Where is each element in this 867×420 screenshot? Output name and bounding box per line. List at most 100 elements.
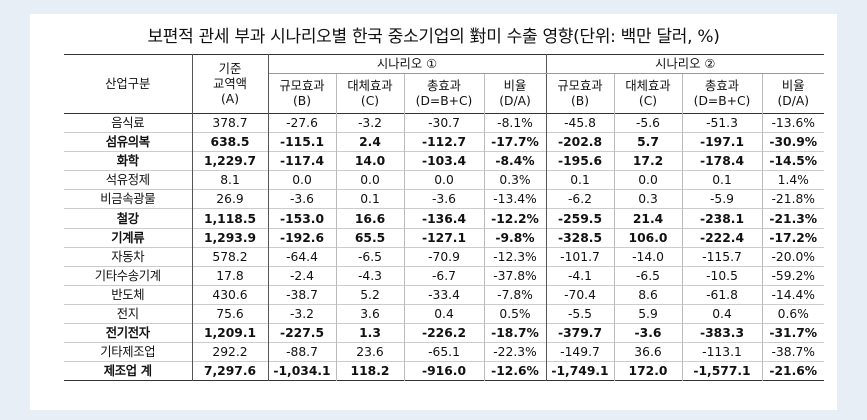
header-industry: 산업구분 — [64, 54, 193, 114]
s2-ratio-cell: -38.7% — [771, 345, 815, 360]
base-trade-cell: 17.8 — [192, 266, 269, 286]
s1-subst-cell: -4.3 — [336, 266, 405, 286]
s1-ratio-cell: -13.4% — [484, 189, 547, 209]
s1-total-cell: -6.7 — [404, 266, 485, 286]
s1-total-cell: -3.6 — [404, 189, 485, 209]
s1-ratio-cell: -12.2% — [484, 208, 547, 229]
s2-ratio-cell: 1.4% — [777, 173, 809, 188]
s2-subst-cell: 0.3 — [614, 189, 683, 209]
s2-subst-cell: 5.7 — [614, 132, 683, 152]
header-s2-ratio: 비율 (D/A) — [777, 78, 810, 108]
table-body: 음식료 378.7 -27.6 -3.2 -30.7 -8.1% -45.8 -5.6 -51.… — [64, 113, 824, 381]
base-trade-cell: 1,209.1 — [192, 323, 269, 343]
s1-ratio-cell: -9.8% — [484, 228, 547, 248]
s1-scale-cell: -27.6 — [268, 113, 337, 133]
s2-ratio-cell: -31.7% — [769, 326, 818, 341]
s2-total-cell: -178.4 — [682, 151, 763, 171]
s2-subst-cell: 106.0 — [614, 228, 683, 248]
table-row: 기계류 1,293.9 -192.6 65.5 -127.1 -9.8% -328.5 106… — [64, 228, 824, 248]
industry-cell: 섬유의복 — [64, 132, 193, 152]
table-row: 제조업 계 7,297.6 -1,034.1 118.2 -916.0 -12.6% -1,… — [64, 361, 824, 381]
s2-total-cell: -51.3 — [682, 113, 763, 133]
table-row: 음식료 378.7 -27.6 -3.2 -30.7 -8.1% -45.8 -5.6 -51.… — [64, 113, 824, 133]
s1-total-cell: -103.4 — [404, 151, 485, 171]
s2-scale-cell: -328.5 — [546, 228, 615, 248]
s2-scale-cell: 0.1 — [546, 170, 615, 190]
s1-total-cell: -127.1 — [404, 228, 485, 248]
s1-total-cell: -65.1 — [404, 342, 485, 362]
s2-total-cell: 0.4 — [682, 304, 763, 324]
s2-ratio-cell: -13.6% — [771, 116, 815, 131]
industry-cell: 전기전자 — [64, 323, 193, 343]
header-s1-subst: 대체효과 (C) — [336, 73, 405, 114]
header-s2-subst: 대체효과 (C) — [614, 73, 683, 114]
s1-subst-cell: 118.2 — [336, 361, 405, 381]
table-row: 반도체 430.6 -38.7 5.2 -33.4 -7.8% -70.4 8.6 -61.8-… — [64, 285, 824, 305]
s1-subst-cell: 14.0 — [336, 151, 405, 171]
s2-total-cell: -61.8 — [682, 285, 763, 305]
table-row: 섬유의복 638.5 -115.1 2.4 -112.7 -17.7% -202.8 5.7-… — [64, 132, 824, 152]
s2-subst-cell: -3.6 — [614, 323, 683, 343]
table-row: 철강 1,118.5 -153.0 16.6 -136.4 -12.2% -259.5 21.… — [64, 208, 824, 229]
base-trade-cell: 1,229.7 — [192, 151, 269, 171]
s2-subst-cell: 36.6 — [614, 342, 683, 362]
s1-scale-cell: 0.0 — [268, 170, 337, 190]
content-card: 보편적 관세 부과 시나리오별 한국 중소기업의 對미 수출 영향(단위: 백만… — [30, 14, 837, 410]
s1-ratio-cell: 0.3% — [484, 170, 547, 190]
s2-total-cell: -115.7 — [682, 247, 763, 267]
s2-subst-cell: -14.0 — [614, 247, 683, 267]
industry-cell: 기타수송기계 — [64, 266, 193, 286]
s1-scale-cell: -227.5 — [268, 323, 337, 343]
s1-scale-cell: -3.2 — [268, 304, 337, 324]
s2-ratio-cell: 0.6% — [777, 306, 809, 321]
s2-scale-cell: -5.5 — [546, 304, 615, 324]
table-row: 전기전자 1,209.1 -227.5 1.3 -226.2 -18.7% -379.7 -3… — [64, 323, 824, 343]
s1-subst-cell: 1.3 — [336, 323, 405, 343]
s2-total-cell: -10.5 — [682, 266, 763, 286]
industry-cell: 자동차 — [64, 247, 193, 267]
s1-ratio-cell: -12.6% — [484, 361, 547, 381]
s2-scale-cell: -6.2 — [546, 189, 615, 209]
s2-ratio-cell: -21.3% — [769, 211, 818, 226]
s1-scale-cell: -117.4 — [268, 151, 337, 171]
table-title: 보편적 관세 부과 시나리오별 한국 중소기업의 對미 수출 영향(단위: 백만… — [147, 27, 720, 47]
s1-total-cell: 0.4 — [404, 304, 485, 324]
header-s1-ratio: 비율 (D/A) — [484, 73, 547, 114]
s1-total-cell: -136.4 — [404, 208, 485, 229]
s2-ratio-cell: -14.4% — [771, 287, 815, 302]
s2-ratio-cell: -14.5% — [769, 154, 818, 169]
s2-total-cell: -1,577.1 — [682, 361, 763, 381]
s1-scale-cell: -88.7 — [268, 342, 337, 362]
s2-scale-cell: -101.7 — [546, 247, 615, 267]
s1-scale-cell: -3.6 — [268, 189, 337, 209]
s1-subst-cell: 0.0 — [336, 170, 405, 190]
header-s2-scale: 규모효과 (B) — [546, 73, 615, 114]
industry-cell: 기계류 — [64, 228, 193, 248]
table-row: 비금속광물 26.9 -3.6 0.1 -3.6 -13.4% -6.2 0.3 -5.9 -21… — [64, 189, 824, 209]
s2-scale-cell: -259.5 — [546, 208, 615, 229]
industry-cell: 제조업 계 — [64, 361, 193, 381]
s1-ratio-cell: -8.1% — [484, 113, 547, 133]
s1-total-cell: -33.4 — [404, 285, 485, 305]
s1-total-cell: -916.0 — [404, 361, 485, 381]
base-trade-cell: 430.6 — [192, 285, 269, 305]
s1-total-cell: -112.7 — [404, 132, 485, 152]
header-base-trade: 기준 교역액 (A) — [192, 54, 269, 114]
s2-total-cell: 0.1 — [682, 170, 763, 190]
s1-scale-cell: -38.7 — [268, 285, 337, 305]
base-trade-cell: 638.5 — [192, 132, 269, 152]
header-s1-total: 총효과 (D=B+C) — [404, 73, 485, 114]
s2-scale-cell: -379.7 — [546, 323, 615, 343]
s2-total-cell: -383.3 — [682, 323, 763, 343]
s2-total-cell: -222.4 — [682, 228, 763, 248]
s1-subst-cell: 23.6 — [336, 342, 405, 362]
s2-total-cell: -197.1 — [682, 132, 763, 152]
s1-total-cell: -226.2 — [404, 323, 485, 343]
s1-scale-cell: -153.0 — [268, 208, 337, 229]
s2-scale-cell: -202.8 — [546, 132, 615, 152]
s1-ratio-cell: -22.3% — [484, 342, 547, 362]
s2-subst-cell: 17.2 — [614, 151, 683, 171]
s1-scale-cell: -115.1 — [268, 132, 337, 152]
s2-total-cell: -113.1 — [682, 342, 763, 362]
s2-ratio-cell: -21.8% — [771, 192, 815, 207]
